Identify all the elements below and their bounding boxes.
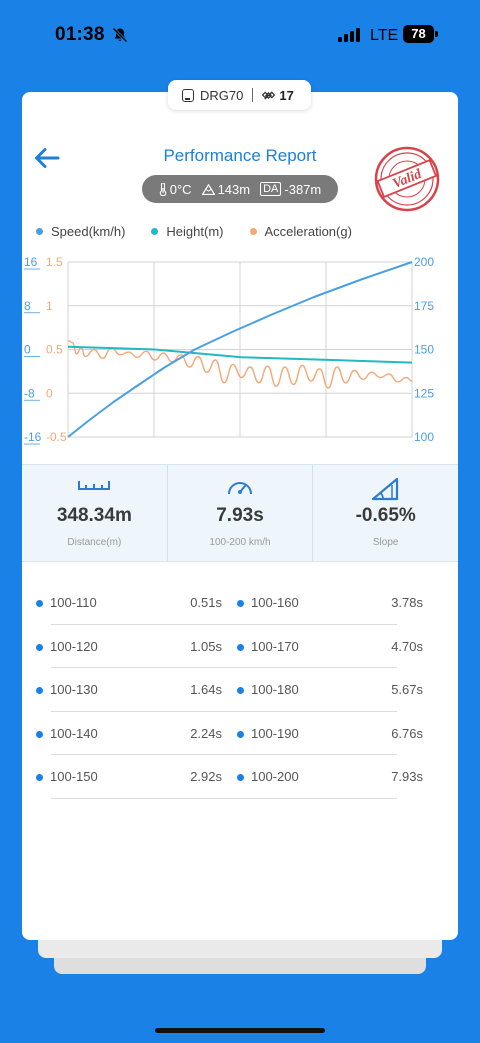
- acceleration-tick-label: -0.5: [46, 430, 67, 444]
- split-time: 6.76s: [391, 726, 423, 741]
- time-value: 7.93s: [216, 505, 264, 526]
- split-time: 3.78s: [391, 595, 423, 610]
- valid-stamp-icon: Valid: [374, 146, 440, 212]
- split-time: 2.24s: [190, 726, 222, 741]
- speedometer-icon: [228, 482, 252, 495]
- altitude-value: 143m: [217, 181, 251, 197]
- speed-tick-label: 200: [414, 255, 434, 269]
- height-tick-label: -16: [24, 430, 42, 444]
- split-range: 100-110: [50, 595, 97, 610]
- split-range: 100-140: [50, 726, 98, 741]
- split-row: 100-120 1.05s: [36, 639, 222, 659]
- split-range: 100-200: [251, 769, 299, 784]
- stat-slope: -0.65% Slope: [312, 465, 458, 561]
- device-pill[interactable]: DRG70 17: [168, 80, 311, 110]
- split-time: 5.67s: [391, 682, 423, 697]
- split-range: 100-170: [251, 639, 299, 654]
- battery-icon: 78: [403, 25, 438, 45]
- distance-value: 348.34m: [56, 505, 132, 526]
- split-time: 0.51s: [190, 595, 222, 610]
- height-line: [67, 345, 413, 364]
- mountain-icon: [201, 183, 215, 195]
- home-indicator: [155, 1028, 325, 1033]
- split-row: 100-110 0.51s: [36, 595, 222, 615]
- split-time: 7.93s: [391, 769, 423, 784]
- speed-tick-label: 125: [414, 386, 434, 400]
- divider: [252, 88, 254, 102]
- split-row: 100-140 2.24s: [36, 726, 222, 746]
- chart-legend: Speed(km/h) Height(m) Acceleration(g): [36, 224, 456, 239]
- split-range: 100-160: [251, 595, 299, 610]
- page-title: Performance Report: [163, 146, 317, 165]
- density-altitude-badge: DA: [260, 182, 282, 196]
- split-row: 100-170 4.70s: [237, 639, 423, 659]
- speed-line: [67, 261, 413, 438]
- legend-height-label: Height(m): [166, 224, 224, 239]
- stat-distance: 348.34m Distance(m): [22, 465, 167, 561]
- legend-speed-label: Speed(km/h): [51, 224, 126, 239]
- distance-label: Distance(m): [67, 537, 122, 548]
- acceleration-tick-label: 0.5: [46, 343, 63, 357]
- split-time: 1.05s: [190, 639, 222, 654]
- status-time: 01:38: [55, 24, 105, 45]
- split-time: 2.92s: [190, 769, 222, 784]
- thermometer-icon: [159, 182, 166, 196]
- status-bar: 01:38 LTE 78: [0, 0, 480, 70]
- ruler-icon: [78, 481, 111, 490]
- split-row: 100-160 3.78s: [237, 595, 423, 615]
- split-range: 100-190: [251, 726, 299, 741]
- back-arrow-icon[interactable]: [34, 147, 60, 169]
- report-card: Performance Report 0°C 143m DA -387m: [22, 92, 458, 940]
- split-range: 100-150: [50, 769, 98, 784]
- device-name: DRG70: [200, 87, 244, 103]
- acceleration-tick-label: 1: [46, 299, 53, 313]
- row-divider: [51, 624, 397, 625]
- legend-height: Height(m): [151, 224, 224, 239]
- legend-speed: Speed(km/h): [36, 224, 125, 239]
- bell-slash-icon: [112, 27, 128, 43]
- slope-value: -0.65%: [355, 505, 416, 526]
- device-icon: [182, 88, 194, 102]
- signal-icon: [338, 28, 360, 42]
- split-time: 1.64s: [190, 682, 222, 697]
- split-range: 100-180: [251, 682, 299, 697]
- acceleration-tick-label: 0: [46, 386, 53, 400]
- split-row: 100-150 2.92s: [36, 769, 222, 789]
- split-time: 4.70s: [391, 639, 423, 654]
- temperature-value: 0°C: [169, 181, 192, 197]
- split-range: 100-120: [50, 639, 98, 654]
- stat-time: 7.93s 100-200 km/h: [166, 465, 313, 561]
- speed-tick-label: 175: [414, 299, 434, 313]
- row-divider: [51, 711, 397, 712]
- speed-tick-label: 150: [414, 343, 434, 357]
- height-tick-label: 8: [24, 299, 31, 313]
- legend-acceleration-label: Acceleration(g): [264, 224, 352, 239]
- split-row: 100-180 5.67s: [237, 682, 423, 702]
- slope-label: Slope: [372, 537, 399, 548]
- stats-panel: 348.34m Distance(m) 7.93s 100-200 km/h -…: [22, 464, 458, 562]
- slope-icon: [371, 477, 398, 501]
- satellite-icon: [262, 90, 276, 100]
- legend-acceleration: Acceleration(g): [249, 224, 352, 239]
- conditions-badge: 0°C 143m DA -387m: [142, 175, 338, 203]
- performance-chart: 16 8 0 -8 -16 1.5 1 0.5 0 -0.5 200 175 150 125 100: [24, 255, 434, 445]
- battery-level: 78: [403, 25, 434, 43]
- speed-tick-label: 100: [414, 430, 434, 444]
- acceleration-tick-label: 1.5: [46, 255, 63, 269]
- row-divider: [51, 754, 397, 755]
- height-tick-label: 0: [24, 343, 31, 357]
- height-tick-label: -8: [24, 386, 35, 400]
- network-type: LTE: [370, 27, 399, 44]
- satellite-count: 17: [279, 87, 294, 103]
- split-row: 100-130 1.64s: [36, 682, 222, 702]
- split-row: 100-190 6.76s: [237, 726, 423, 746]
- row-divider: [51, 667, 397, 668]
- split-row: 100-200 7.93s: [237, 769, 423, 789]
- row-divider: [51, 798, 397, 799]
- height-tick-label: 16: [24, 255, 38, 269]
- split-range: 100-130: [50, 682, 98, 697]
- density-altitude-value: -387m: [284, 181, 322, 197]
- time-label: 100-200 km/h: [209, 537, 271, 548]
